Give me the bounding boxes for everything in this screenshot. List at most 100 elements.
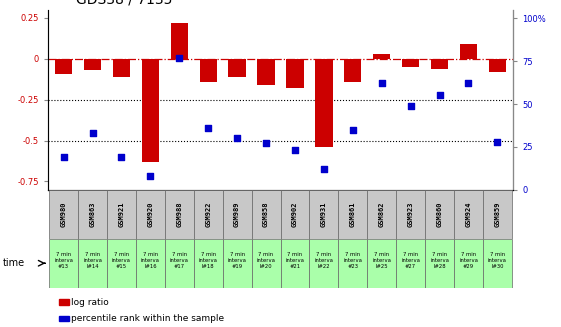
Point	[261, 141, 270, 146]
Text: percentile rank within the sample: percentile rank within the sample	[71, 314, 224, 323]
Bar	[78, 239, 107, 288]
Text: GSM923: GSM923	[408, 201, 413, 227]
Text: GSM921: GSM921	[118, 201, 125, 227]
Bar	[425, 190, 454, 239]
Bar	[338, 239, 367, 288]
Text: GSM920: GSM920	[148, 201, 153, 227]
Text: 7 min
interva
l#18: 7 min interva l#18	[199, 252, 218, 269]
Bar	[454, 239, 483, 288]
Point	[146, 173, 155, 179]
Text: 7 min
interva
l#30: 7 min interva l#30	[488, 252, 507, 269]
Text: GSM980: GSM980	[61, 201, 67, 227]
Bar	[84, 59, 101, 70]
Bar	[223, 239, 251, 288]
Point	[435, 93, 444, 98]
Bar	[107, 190, 136, 239]
Text: GSM902: GSM902	[292, 201, 298, 227]
Bar	[280, 239, 310, 288]
Bar	[483, 190, 512, 239]
Text: 7 min
interva
#29: 7 min interva #29	[459, 252, 478, 269]
Point	[348, 127, 357, 132]
Text: 7 min
interva
#23: 7 min interva #23	[343, 252, 362, 269]
Text: 7 min
interva
#19: 7 min interva #19	[228, 252, 246, 269]
Bar	[55, 59, 72, 74]
Point	[88, 130, 97, 136]
Bar	[194, 190, 223, 239]
Text: 7 min
interva
l#16: 7 min interva l#16	[141, 252, 160, 269]
Bar	[310, 239, 338, 288]
Bar	[396, 190, 425, 239]
Point	[377, 81, 386, 86]
Text: log ratio: log ratio	[71, 298, 109, 307]
Bar	[228, 59, 246, 77]
Text: 7 min
interva
l#25: 7 min interva l#25	[373, 252, 391, 269]
Bar	[373, 54, 390, 59]
Bar	[396, 239, 425, 288]
Text: 7 min
interva
l#14: 7 min interva l#14	[83, 252, 102, 269]
Bar	[223, 190, 251, 239]
Text: 7 min
interva
l#20: 7 min interva l#20	[256, 252, 275, 269]
Bar	[251, 239, 280, 288]
Text: GSM859: GSM859	[494, 201, 500, 227]
Bar	[136, 190, 165, 239]
Point	[204, 125, 213, 130]
Bar	[489, 59, 506, 72]
Text: 7 min
interva
#15: 7 min interva #15	[112, 252, 131, 269]
Bar	[136, 239, 165, 288]
Point	[291, 148, 300, 153]
Text: GSM989: GSM989	[234, 201, 240, 227]
Text: GSM862: GSM862	[379, 201, 385, 227]
Text: GSM860: GSM860	[436, 201, 443, 227]
Text: GSM858: GSM858	[263, 201, 269, 227]
Point	[59, 154, 68, 160]
Point	[175, 55, 184, 60]
Bar	[78, 190, 107, 239]
Bar	[454, 190, 483, 239]
Bar	[483, 239, 512, 288]
Point	[464, 81, 473, 86]
Bar	[107, 239, 136, 288]
Text: GDS38 / 7135: GDS38 / 7135	[76, 0, 172, 7]
Point	[319, 166, 328, 172]
Text: GSM924: GSM924	[466, 201, 471, 227]
Bar	[171, 23, 188, 59]
Bar	[460, 44, 477, 59]
Point	[493, 139, 502, 144]
Bar	[200, 59, 217, 82]
Bar	[165, 239, 194, 288]
Text: GSM863: GSM863	[90, 201, 95, 227]
Text: 7 min
interva
#27: 7 min interva #27	[401, 252, 420, 269]
Text: 7 min
interva
l#28: 7 min interva l#28	[430, 252, 449, 269]
Bar	[251, 190, 280, 239]
Bar	[310, 190, 338, 239]
Bar	[402, 59, 419, 67]
Text: GSM931: GSM931	[321, 201, 327, 227]
Bar	[367, 239, 396, 288]
Point	[406, 103, 415, 108]
Point	[233, 136, 242, 141]
Text: GSM988: GSM988	[176, 201, 182, 227]
Bar	[194, 239, 223, 288]
Bar	[431, 59, 448, 69]
Text: 7 min
interva
#13: 7 min interva #13	[54, 252, 73, 269]
Point	[117, 154, 126, 160]
Bar	[280, 190, 310, 239]
Bar	[425, 239, 454, 288]
Bar	[367, 190, 396, 239]
Bar	[165, 190, 194, 239]
Text: time: time	[3, 258, 25, 268]
Text: GSM861: GSM861	[350, 201, 356, 227]
Bar	[257, 59, 275, 85]
Text: 7 min
interva
#21: 7 min interva #21	[286, 252, 305, 269]
Bar	[113, 59, 130, 77]
Bar	[286, 59, 304, 88]
Text: GSM922: GSM922	[205, 201, 211, 227]
Bar	[49, 190, 78, 239]
Bar	[315, 59, 333, 147]
Bar	[142, 59, 159, 162]
Text: 7 min
interva
#17: 7 min interva #17	[170, 252, 188, 269]
Bar	[344, 59, 361, 82]
Bar	[49, 239, 78, 288]
Text: 7 min
interva
l#22: 7 min interva l#22	[315, 252, 333, 269]
Bar	[338, 190, 367, 239]
